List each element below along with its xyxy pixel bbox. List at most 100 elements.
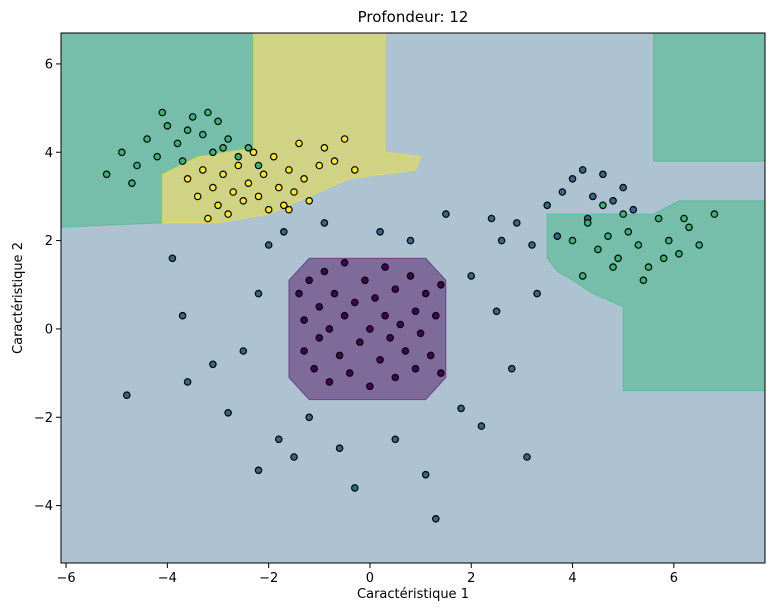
point-class-1-5 xyxy=(224,408,232,417)
point-class-0-7 xyxy=(320,267,329,276)
point-class-1-4 xyxy=(209,360,217,369)
point-class-0-24 xyxy=(386,333,395,342)
point-class-2-40 xyxy=(680,214,688,223)
point-class-0-16 xyxy=(355,338,364,347)
x-tick-label: −2 xyxy=(259,571,278,586)
point-class-0-36 xyxy=(437,369,445,377)
point-class-1-37 xyxy=(578,166,587,174)
point-class-2-19 xyxy=(204,108,212,117)
point-class-1-32 xyxy=(512,219,521,227)
point-class-1-39 xyxy=(599,170,607,179)
point-class-2-9 xyxy=(199,130,207,139)
point-class-1-41 xyxy=(619,183,628,192)
x-tick-label: 4 xyxy=(568,571,576,586)
chart-title: Profondeur: 12 xyxy=(358,8,469,26)
point-class-1-22 xyxy=(442,210,450,218)
point-class-3-1 xyxy=(193,192,202,201)
point-class-2-32 xyxy=(685,223,693,232)
point-class-2-1 xyxy=(118,148,126,157)
point-class-0-3 xyxy=(305,276,314,285)
point-class-2-39 xyxy=(659,254,668,263)
point-class-2-16 xyxy=(128,179,136,188)
point-class-2-2 xyxy=(133,161,141,170)
point-class-1-31 xyxy=(497,236,506,245)
point-class-1-30 xyxy=(487,214,496,223)
point-class-3-14 xyxy=(269,152,278,161)
point-class-3-7 xyxy=(234,161,243,170)
point-class-0-1 xyxy=(300,316,308,324)
point-class-0-8 xyxy=(325,325,334,333)
point-class-2-37 xyxy=(619,210,628,218)
point-class-1-3 xyxy=(183,378,192,386)
point-class-0-2 xyxy=(300,347,308,355)
point-class-1-23 xyxy=(457,404,465,413)
point-class-1-20 xyxy=(421,470,430,479)
x-tick-label: 6 xyxy=(670,571,678,586)
point-class-0-14 xyxy=(345,369,354,377)
point-class-3-11 xyxy=(254,192,263,201)
point-class-2-33 xyxy=(695,241,704,249)
point-class-1-17 xyxy=(376,228,384,236)
point-class-0-28 xyxy=(401,347,410,355)
point-class-1-0 xyxy=(123,391,131,400)
point-class-2-38 xyxy=(639,276,648,285)
y-axis-label: Caractéristique 2 xyxy=(11,242,26,354)
point-class-3-13 xyxy=(264,205,273,214)
point-class-0-13 xyxy=(340,258,349,267)
point-class-2-11 xyxy=(214,117,222,126)
point-class-0-35 xyxy=(431,311,440,320)
point-class-1-2 xyxy=(178,311,187,320)
point-class-2-10 xyxy=(209,148,217,157)
point-class-1-18 xyxy=(391,435,400,444)
point-class-3-8 xyxy=(239,197,248,205)
decision-background-region xyxy=(61,33,765,563)
point-class-3-27 xyxy=(224,210,232,218)
point-class-1-6 xyxy=(239,347,248,355)
point-class-3-28 xyxy=(204,214,212,223)
point-class-2-22 xyxy=(583,219,592,227)
point-class-2-8 xyxy=(188,113,197,121)
point-class-0-0 xyxy=(295,289,303,298)
plot-frame xyxy=(60,32,766,564)
y-tick-label: −2 xyxy=(34,411,53,426)
decision-region-class-2-4 xyxy=(546,200,765,392)
x-axis-ticks: −6 −4 −2 0 2 4 6 xyxy=(56,563,678,586)
point-class-3-16 xyxy=(279,201,288,210)
point-class-1-7 xyxy=(254,289,263,298)
point-class-2-30 xyxy=(664,236,673,245)
point-class-0-5 xyxy=(315,302,324,311)
point-class-0-34 xyxy=(426,351,435,360)
point-class-2-27 xyxy=(634,241,643,249)
point-class-0-31 xyxy=(411,364,420,373)
point-class-3-3 xyxy=(209,183,217,192)
point-class-2-34 xyxy=(710,210,719,218)
decision-region-class-3-2 xyxy=(161,33,422,224)
point-class-3-17 xyxy=(285,166,293,174)
point-class-1-38 xyxy=(588,192,597,201)
point-class-1-12 xyxy=(290,453,298,461)
point-class-0-20 xyxy=(371,294,379,302)
point-class-2-6 xyxy=(173,139,182,148)
point-class-2-31 xyxy=(675,250,683,258)
point-class-2-29 xyxy=(654,214,663,223)
point-class-2-35 xyxy=(578,272,587,280)
point-class-3-21 xyxy=(305,197,314,205)
point-class-3-29 xyxy=(285,205,293,214)
point-class-2-28 xyxy=(644,263,653,271)
point-class-0-25 xyxy=(391,285,400,294)
point-class-3-5 xyxy=(219,170,227,179)
point-class-3-9 xyxy=(244,179,253,188)
point-class-1-8 xyxy=(254,466,263,475)
y-tick-label: 6 xyxy=(45,57,53,72)
y-tick-label: 4 xyxy=(45,146,53,161)
point-class-2-41 xyxy=(609,263,617,271)
point-class-1-42 xyxy=(629,205,638,214)
point-class-1-9 xyxy=(264,241,273,249)
point-class-1-21 xyxy=(431,514,440,523)
point-class-1-34 xyxy=(543,201,552,210)
x-tick-label: −6 xyxy=(56,571,75,586)
decision-regions xyxy=(61,33,765,401)
point-class-2-7 xyxy=(178,157,187,165)
point-class-0-15 xyxy=(350,298,359,307)
point-class-2-18 xyxy=(183,126,192,135)
